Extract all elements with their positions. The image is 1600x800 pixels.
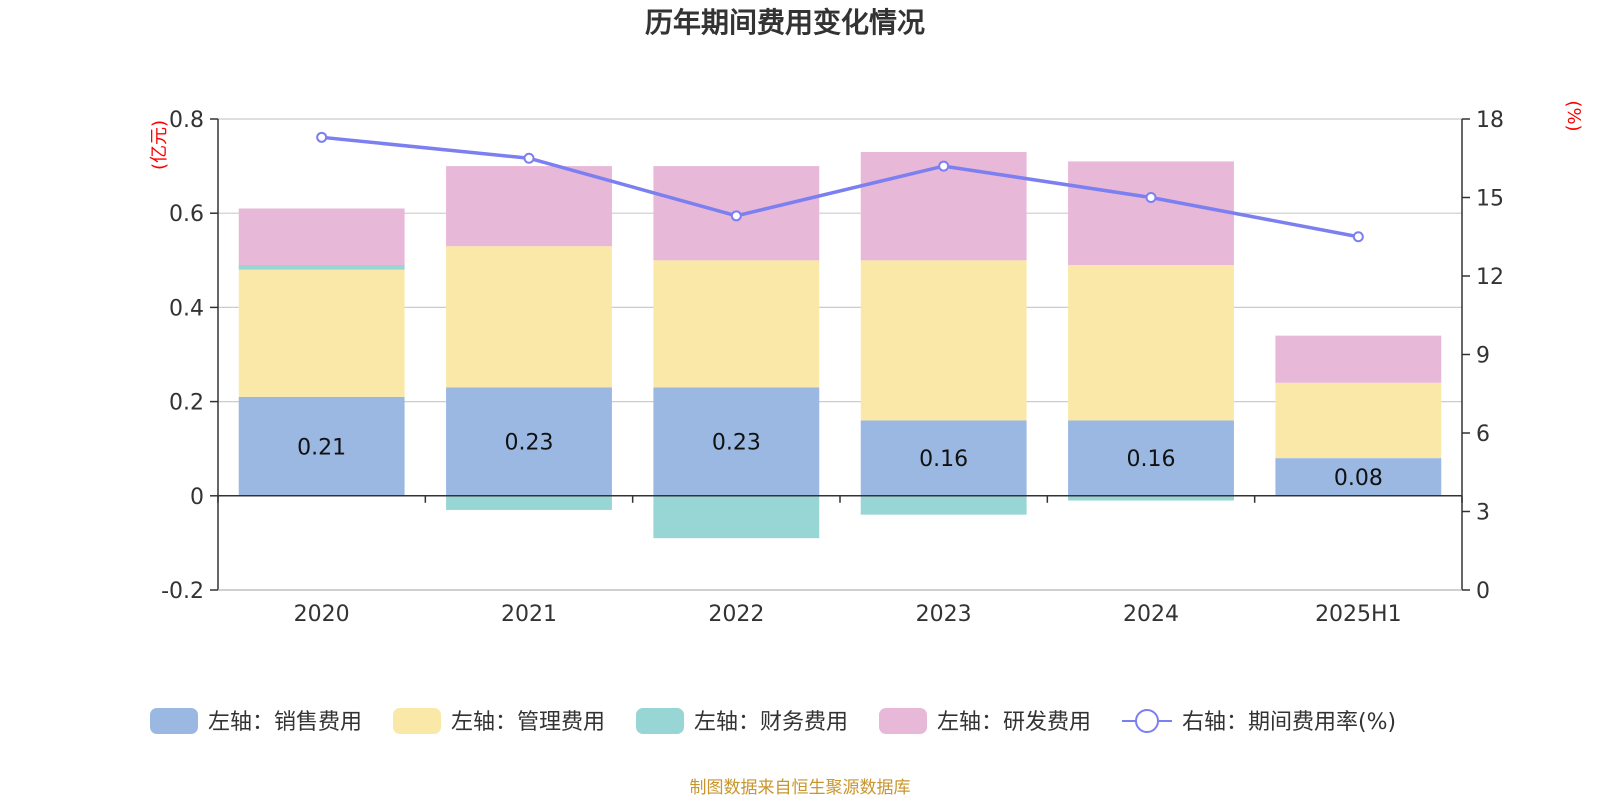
right-tick-label: 6 — [1476, 422, 1490, 447]
tick-labels: -0.2 0 0.2 0.4 0.6 0.8 0 3 6 9 12 15 18 2020 2021 2022 2… — [161, 108, 1504, 627]
right-tick-label: 18 — [1476, 108, 1504, 133]
bar-3-2020 — [238, 208, 405, 266]
right-tick-label: 12 — [1476, 265, 1504, 290]
bar-0-2022 — [653, 387, 820, 496]
x-tick-label: 2023 — [916, 602, 972, 627]
left-tick-label: 0.8 — [169, 108, 204, 133]
legend-label: 左轴：财务费用 — [694, 710, 848, 735]
bar-1-2023 — [860, 260, 1027, 421]
x-tick-label: 2022 — [708, 602, 764, 627]
legend-label: 左轴：销售费用 — [208, 710, 362, 735]
left-axis-unit: (亿元) — [149, 120, 170, 170]
bar-3-2021 — [446, 166, 612, 247]
rate-point — [1352, 231, 1364, 243]
right-tick-label: 15 — [1476, 187, 1504, 212]
left-tick-label: 0 — [190, 485, 204, 510]
legend-swatch — [150, 708, 198, 734]
left-tick-label: -0.2 — [161, 579, 204, 604]
bar-value-label: 0.08 — [1334, 466, 1383, 491]
bar-2-2022 — [653, 495, 820, 539]
chart-title: 历年期间费用变化情况 — [645, 6, 925, 39]
legend-swatch — [393, 708, 441, 734]
bar-1-2025H1 — [1275, 382, 1442, 459]
bar-1-2022 — [653, 260, 820, 388]
bar-1-2020 — [238, 269, 405, 397]
legend-label: 右轴：期间费用率(%) — [1182, 710, 1396, 735]
right-tick-label: 9 — [1476, 344, 1490, 369]
right-tick-label: 0 — [1476, 579, 1490, 604]
bar-0-2023 — [860, 420, 1027, 496]
right-axis-unit: (%) — [1563, 100, 1584, 131]
bar-value-label: 0.21 — [297, 435, 346, 460]
bar-2-2021 — [446, 495, 612, 510]
axes — [210, 118, 1470, 591]
rate-point — [938, 160, 950, 172]
legend-swatch — [879, 708, 927, 734]
left-tick-label: 0.6 — [169, 202, 204, 227]
rate-point — [316, 131, 328, 143]
legend-label: 左轴：研发费用 — [937, 710, 1091, 735]
legend: 左轴：销售费用 左轴：管理费用 左轴：财务费用 左轴：研发费用 右轴：期间费用率(%) — [150, 708, 1396, 735]
legend-swatch — [636, 708, 684, 734]
bar-0-2021 — [446, 387, 612, 496]
x-tick-label: 2020 — [294, 602, 350, 627]
rate-point — [523, 152, 535, 164]
bar-0-2020 — [238, 396, 405, 496]
x-tick-label: 2021 — [501, 602, 557, 627]
legend-swatch-marker — [1135, 709, 1159, 733]
bar-0-2025H1 — [1275, 458, 1442, 496]
bar-labels: 0.21 0.23 0.23 0.16 0.16 0.08 — [297, 431, 1383, 491]
rate-point — [1145, 192, 1157, 203]
rate-point — [730, 210, 742, 222]
legend-label: 左轴：管理费用 — [451, 710, 605, 735]
bar-2-2024 — [1068, 495, 1234, 501]
rate-line — [321, 135, 1359, 239]
bar-value-label: 0.16 — [1127, 447, 1176, 472]
bars — [238, 151, 1442, 539]
left-tick-label: 0.2 — [169, 391, 204, 416]
x-tick-label: 2025H1 — [1315, 602, 1402, 627]
x-tick-label: 2024 — [1123, 602, 1179, 627]
left-tick-label: 0.4 — [169, 296, 204, 321]
bar-1-2024 — [1068, 265, 1234, 421]
bar-value-label: 0.23 — [712, 431, 761, 456]
bar-value-label: 0.16 — [919, 447, 968, 472]
line-series — [316, 131, 1364, 243]
bar-3-2024 — [1068, 161, 1234, 266]
bar-value-label: 0.23 — [505, 431, 554, 456]
bar-2-2023 — [860, 495, 1027, 515]
source-note: 制图数据来自恒生聚源数据库 — [690, 778, 911, 798]
right-tick-label: 3 — [1476, 501, 1490, 526]
bar-0-2024 — [1068, 420, 1234, 496]
bar-3-2025H1 — [1275, 335, 1442, 383]
bar-2-2020 — [238, 265, 405, 270]
bar-1-2021 — [446, 246, 612, 388]
